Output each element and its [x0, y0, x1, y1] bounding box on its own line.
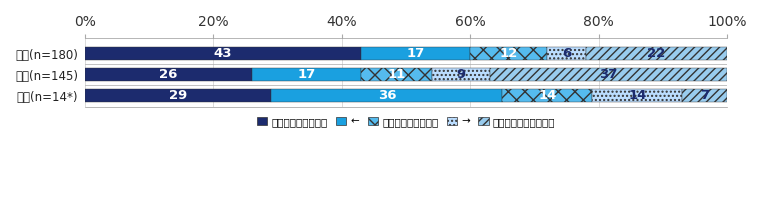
Bar	[586, 47, 727, 60]
Bar	[85, 47, 361, 60]
Bar	[361, 47, 470, 60]
Legend: 事件と関係している, ←, どちらともいえない, →, 事件と全く関係がない: 事件と関係している, ←, どちらともいえない, →, 事件と全く関係がない	[252, 113, 559, 131]
Text: 14: 14	[538, 89, 556, 102]
Text: 17: 17	[297, 68, 315, 81]
Text: 6: 6	[562, 47, 572, 60]
Bar	[271, 89, 502, 102]
Bar	[502, 89, 592, 102]
Text: 22: 22	[648, 47, 666, 60]
Text: 26: 26	[159, 68, 178, 81]
Text: 14: 14	[628, 89, 646, 102]
Text: 12: 12	[500, 47, 518, 60]
Bar	[592, 89, 682, 102]
Bar	[85, 68, 252, 81]
Bar	[252, 68, 361, 81]
Bar	[490, 68, 727, 81]
Text: 29: 29	[169, 89, 187, 102]
Text: 7: 7	[700, 89, 709, 102]
Text: 36: 36	[378, 89, 396, 102]
Bar	[85, 89, 271, 102]
Text: 11: 11	[387, 68, 405, 81]
Bar	[470, 47, 547, 60]
Bar	[682, 89, 727, 102]
Bar	[361, 68, 432, 81]
Bar	[432, 68, 490, 81]
Text: 43: 43	[214, 47, 232, 60]
Text: 17: 17	[407, 47, 425, 60]
Text: 9: 9	[456, 68, 466, 81]
Text: 37: 37	[599, 68, 618, 81]
Bar	[547, 47, 586, 60]
